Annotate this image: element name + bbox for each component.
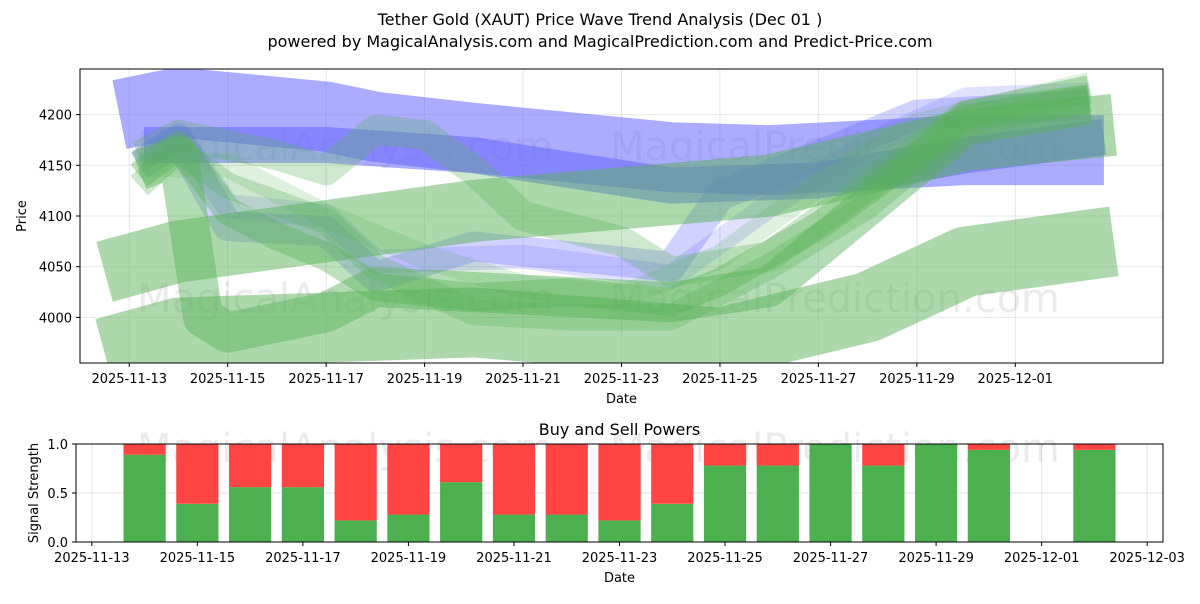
sell-bar xyxy=(967,444,1010,450)
x-tick-label: 2025-11-19 xyxy=(387,372,463,387)
x-tick-label: 2025-12-03 xyxy=(1109,551,1185,566)
x-tick-label: 2025-11-23 xyxy=(582,551,658,566)
sell-bar xyxy=(281,444,325,488)
buy-bar xyxy=(492,514,536,542)
y-tick-label: 4150 xyxy=(39,159,72,174)
x-tick-label: 2025-11-29 xyxy=(879,372,955,387)
x-tick-label: 2025-11-21 xyxy=(485,372,561,387)
sell-bar xyxy=(756,444,799,466)
x-tick-label: 2025-11-13 xyxy=(54,551,130,566)
sell-bar xyxy=(598,444,641,521)
price-wave-chart: MagicalAnalysis.com MagicalPrediction.com… xyxy=(15,68,1164,407)
sell-bar xyxy=(123,444,166,455)
y-axis-label: Price xyxy=(15,200,30,232)
buy-bar xyxy=(440,482,483,542)
sell-bar xyxy=(651,444,694,504)
x-axis-label: Date xyxy=(604,571,635,586)
buy-bar xyxy=(809,444,852,542)
series-band-green-wave-4 xyxy=(131,84,1093,353)
series-band-green-wave-3 xyxy=(132,84,1092,287)
sell-bar xyxy=(229,444,272,488)
x-tick-label: 2025-12-01 xyxy=(1004,551,1080,566)
x-tick-label: 2025-11-25 xyxy=(682,372,758,387)
series-group xyxy=(95,69,1119,363)
sell-bar xyxy=(545,444,588,515)
chart-title: Tether Gold (XAUT) Price Wave Trend Anal… xyxy=(377,10,823,29)
y-tick-label: 1.0 xyxy=(47,438,68,453)
series-band-green-wave-2 xyxy=(130,86,1092,331)
sell-bar xyxy=(703,444,747,466)
series-band-green-trend-2 xyxy=(95,206,1119,363)
sell-bar xyxy=(862,444,905,466)
buy-bar xyxy=(229,487,272,542)
buy-bar xyxy=(545,514,588,542)
x-tick-label: 2025-11-17 xyxy=(265,551,341,566)
buy-bar xyxy=(598,520,641,542)
x-tick-label: 2025-11-27 xyxy=(781,372,857,387)
series-band-green-wave-5 xyxy=(139,72,1092,310)
buy-bar xyxy=(123,454,166,542)
buy-bar xyxy=(756,465,799,542)
x-tick-label: 2025-11-25 xyxy=(687,551,763,566)
x-tick-label: 2025-11-21 xyxy=(476,551,552,566)
series-band-green-trend-1 xyxy=(96,93,1117,302)
x-tick-label: 2025-11-15 xyxy=(190,372,266,387)
sell-bar xyxy=(387,444,430,515)
x-axis-label: Date xyxy=(606,392,637,407)
y-tick-label: 0.5 xyxy=(47,487,68,502)
sell-bar xyxy=(492,444,536,515)
chart-subtitle: powered by MagicalAnalysis.com and Magic… xyxy=(267,32,932,51)
x-tick-label: 2025-11-15 xyxy=(160,551,236,566)
x-tick-label: 2025-12-01 xyxy=(978,372,1054,387)
y-tick-label: 4100 xyxy=(39,210,72,225)
sell-bar xyxy=(334,444,377,521)
subchart-title: Buy and Sell Powers xyxy=(539,420,701,439)
buy-bar xyxy=(281,487,325,542)
y-axis-label: Signal Strength xyxy=(27,443,42,543)
y-tick-label: 4000 xyxy=(39,311,72,326)
y-tick-label: 0.0 xyxy=(47,536,68,551)
buy-bar xyxy=(914,444,958,542)
buy-bar xyxy=(651,503,694,542)
x-tick-label: 2025-11-19 xyxy=(371,551,447,566)
buy-bar xyxy=(703,465,747,542)
series-band-green-wave-1 xyxy=(130,75,1093,317)
x-tick-label: 2025-11-13 xyxy=(91,372,167,387)
buy-bar xyxy=(1073,449,1116,542)
y-tick-label: 4050 xyxy=(39,261,72,276)
sell-bar xyxy=(176,444,219,504)
x-tick-label: 2025-11-23 xyxy=(584,372,660,387)
x-tick-label: 2025-11-27 xyxy=(793,551,869,566)
sell-bar xyxy=(1073,444,1116,450)
sell-bar xyxy=(440,444,483,483)
buy-bar xyxy=(176,503,219,542)
x-tick-label: 2025-11-29 xyxy=(898,551,974,566)
y-tick-label: 4200 xyxy=(39,109,72,124)
buy-bar xyxy=(967,449,1010,542)
buy-bar xyxy=(334,520,377,542)
buy-bar xyxy=(387,514,430,542)
x-tick-label: 2025-11-17 xyxy=(288,372,364,387)
buy-bar xyxy=(862,465,905,542)
buy-sell-powers-chart: MagicalAnalysis.comMagicalPrediction.com… xyxy=(27,420,1185,586)
